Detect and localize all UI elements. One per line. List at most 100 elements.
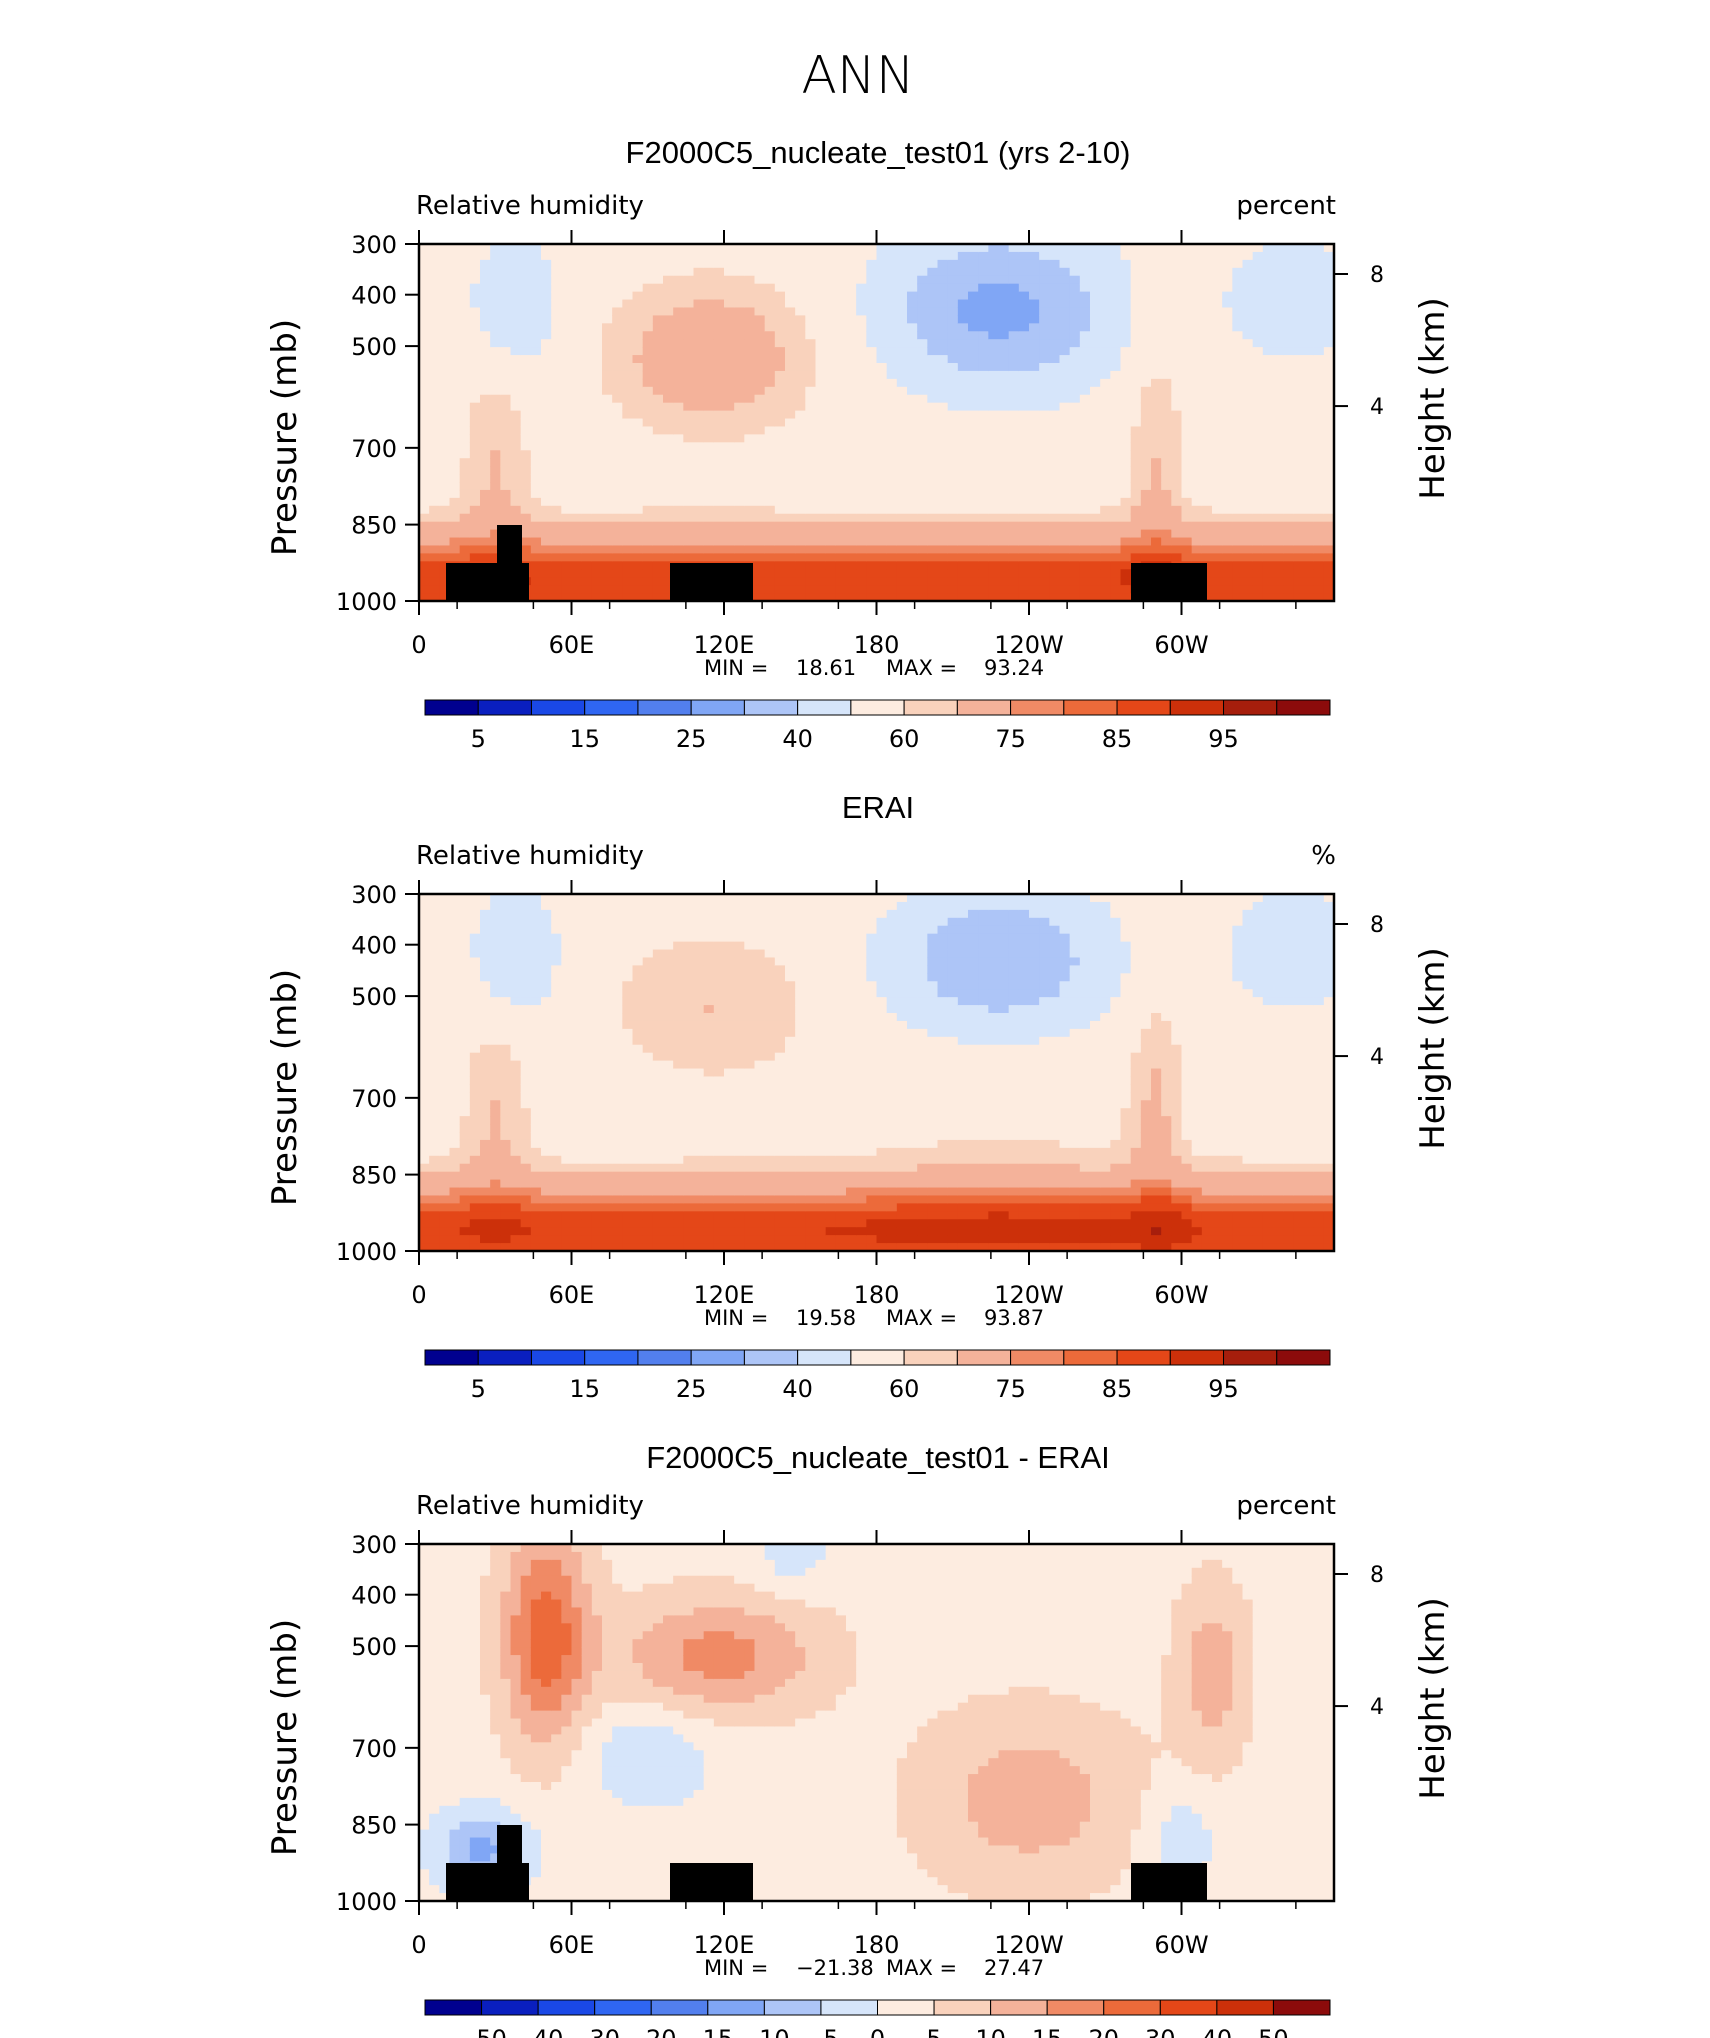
heatmap-cell [551,1100,562,1109]
heatmap-cell [1161,474,1172,483]
heatmap-cell [449,489,461,499]
heatmap-cell [1283,450,1294,459]
heatmap-cell [1242,537,1254,547]
heatmap-cell [1120,593,1132,602]
heatmap-cell [825,283,837,293]
heatmap-cell [1008,347,1020,356]
heatmap-cell [774,291,786,301]
heatmap-cell [805,521,817,531]
heatmap-cell [1151,426,1162,435]
heatmap-cell [1130,244,1142,253]
heatmap-cell [561,901,573,911]
heatmap-cell [663,275,674,285]
heatmap-cell [1100,458,1111,467]
heatmap-cell [1151,267,1162,277]
heatmap-cell [459,1203,471,1212]
heatmap-cell [1252,521,1264,531]
heatmap-cell [846,513,857,523]
heatmap-cell [1222,569,1233,578]
heatmap-cell [1049,378,1061,388]
heatmap-cell [785,458,796,467]
heatmap-cell [449,442,461,451]
heatmap-cell [1120,505,1132,515]
heatmap-cell [713,426,725,435]
heatmap-cell [520,941,532,951]
heatmap-cell [520,1100,532,1109]
heatmap-cell [459,901,471,911]
heatmap-cell [1049,505,1061,515]
heatmap-cell [1252,291,1264,301]
heatmap-cell [642,275,654,285]
heatmap-cell [1120,585,1132,594]
heatmap-cell [541,434,552,443]
heatmap-cell [1090,275,1101,285]
heatmap-cell [581,1076,593,1085]
heatmap-cell [754,291,766,301]
heatmap-cell [876,370,888,380]
heatmap-cell [1161,497,1172,507]
heatmap-cell [581,489,593,499]
heatmap-cell [520,981,532,990]
heatmap-cell [439,1163,451,1173]
heatmap-cell [571,315,583,324]
heatmap-cell [439,997,451,1006]
heatmap-cell [449,275,461,285]
heatmap-cell [1313,315,1325,324]
heatmap-cell [1181,347,1193,356]
heatmap-cell [510,989,522,998]
heatmap-cell [1140,529,1152,539]
heatmap-cell [551,925,562,935]
heatmap-cell [1110,585,1122,594]
heatmap-cell [449,1028,461,1038]
heatmap-cell [510,1060,522,1070]
heatmap-cell [1069,291,1081,301]
heatmap-cell [988,489,1000,499]
heatmap-cell [886,402,898,412]
heatmap-cell [500,989,512,998]
heatmap-cell [886,251,898,261]
heatmap-cell [541,497,552,507]
heatmap-cell [703,299,715,309]
heatmap-cell [490,1076,501,1085]
heatmap-cell [1151,315,1162,324]
heatmap-cell [1303,315,1315,324]
heatmap-cell [642,497,654,507]
heatmap-cell [612,323,623,332]
heatmap-cell [1090,339,1101,348]
heatmap-cell [1120,497,1132,507]
heatmap-cell [429,323,440,332]
heatmap-cell [469,1227,481,1236]
heatmap-cell [683,442,695,451]
heatmap-cell [419,426,430,435]
heatmap-cell [419,561,430,570]
heatmap-cell [1293,370,1305,380]
heatmap-cell [1140,410,1152,420]
heatmap-cell [1242,363,1254,372]
heatmap-cell [1191,370,1203,380]
heatmap-cell [602,1116,613,1125]
heatmap-cell [1201,244,1213,253]
heatmap-cell [1039,275,1050,285]
heatmap-cell [795,394,806,404]
heatmap-cell [429,577,440,586]
heatmap-cell [947,434,959,443]
heatmap-cell [571,378,583,388]
heatmap-cell [1222,299,1233,309]
heatmap-cell [866,593,878,602]
heatmap-cell [642,402,654,412]
heatmap-cell [419,1155,430,1165]
heatmap-cell [591,482,603,491]
heatmap-cell [835,529,847,539]
heatmap-cell [896,434,908,443]
heatmap-cell [937,323,949,332]
heatmap-cell [1161,347,1172,356]
heatmap-cell [764,251,776,261]
heatmap-cell [561,458,573,467]
heatmap-cell [805,355,817,364]
heatmap-cell [957,363,969,372]
heatmap-cell [459,941,471,951]
heatmap-cell [1273,267,1284,277]
heatmap-cell [673,553,684,562]
heatmap-cell [1029,283,1040,293]
heatmap-cell [571,418,583,428]
